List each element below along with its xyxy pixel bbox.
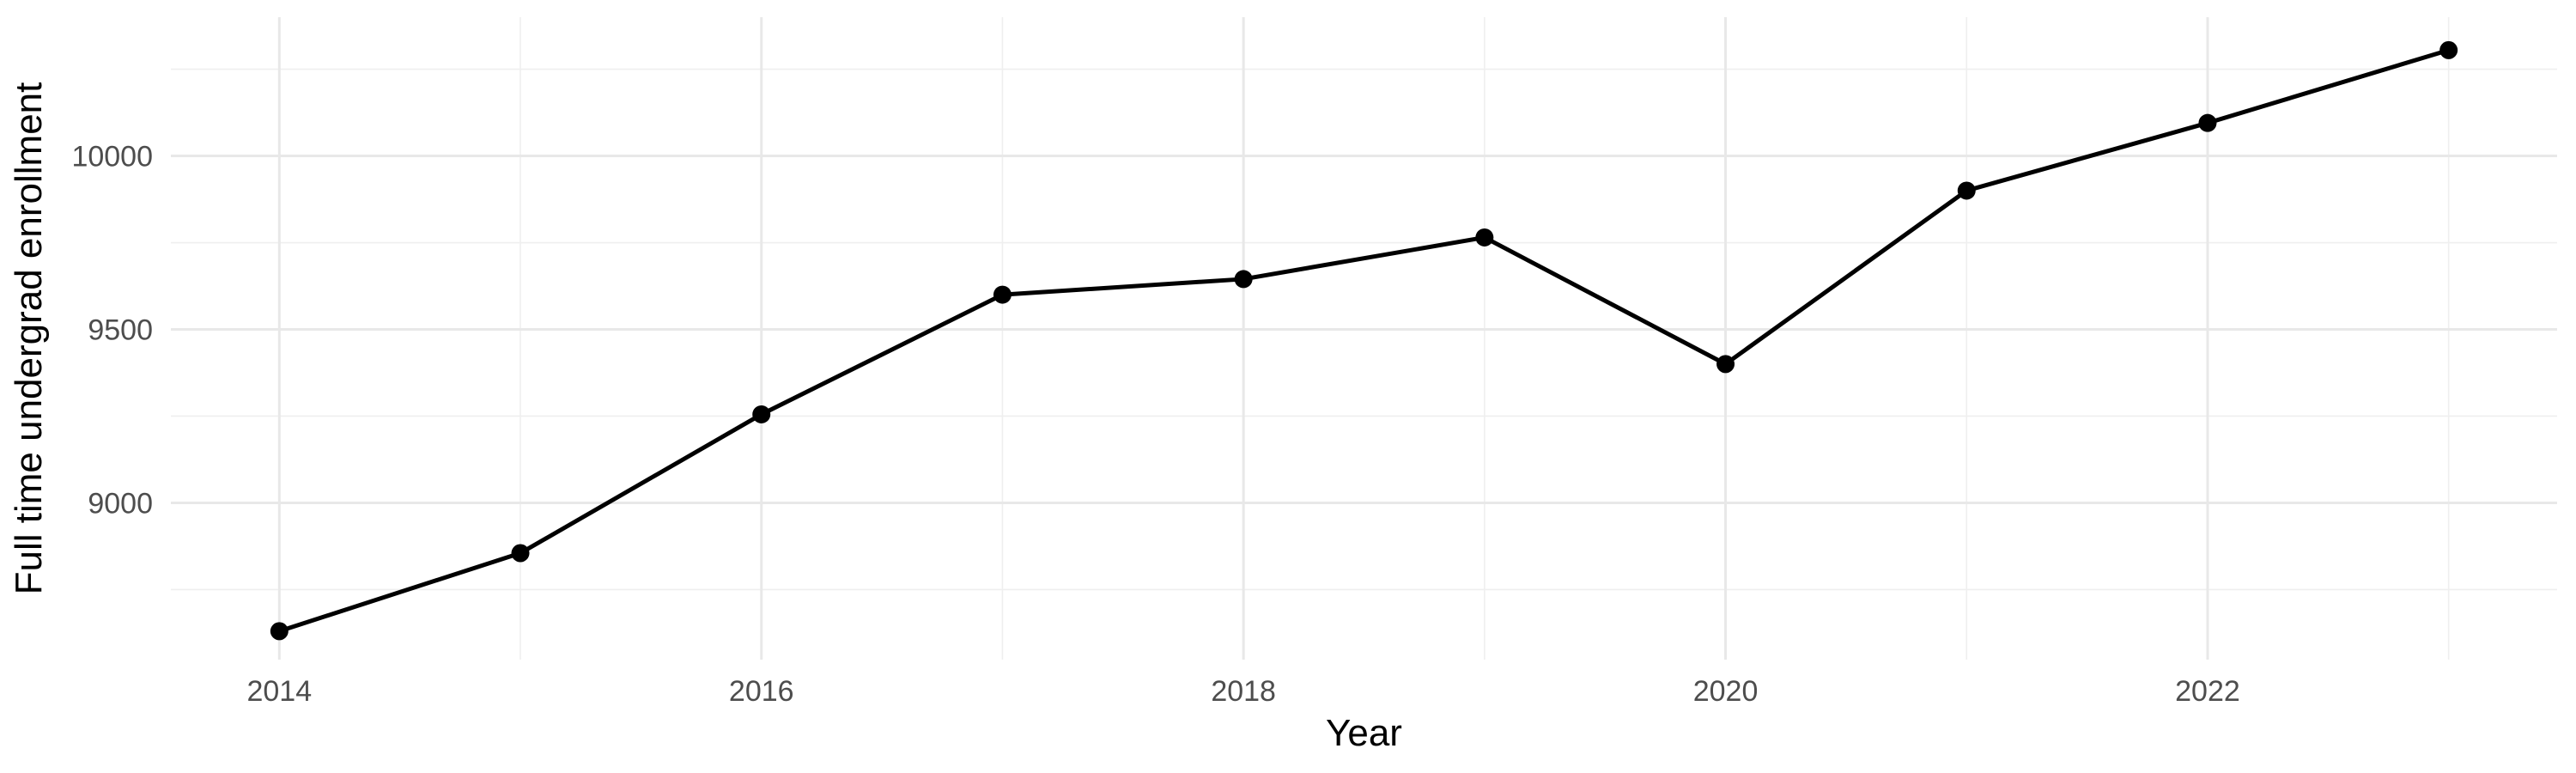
y-tick-label-9000: 9000 <box>88 487 153 520</box>
y-tick-label-10000: 10000 <box>71 141 153 173</box>
data-point-2015 <box>511 544 530 563</box>
data-point-2019 <box>1475 228 1494 247</box>
data-point-2023 <box>2439 40 2458 59</box>
x-axis-title: Year <box>1326 712 1402 754</box>
x-tick-label-2014: 2014 <box>246 675 312 708</box>
data-point-2016 <box>752 405 771 423</box>
x-tick-label-2016: 2016 <box>729 675 794 708</box>
data-point-2017 <box>993 285 1012 304</box>
x-tick-label-2022: 2022 <box>2175 675 2240 708</box>
y-tick-label-9500: 9500 <box>88 313 153 346</box>
data-point-2021 <box>1957 181 1976 200</box>
data-point-2022 <box>2198 113 2217 132</box>
data-point-2014 <box>270 622 289 641</box>
data-point-2020 <box>1716 355 1735 374</box>
y-axis-title: Full time undergrad enrollment <box>8 82 50 595</box>
series-line <box>278 47 2450 634</box>
data-point-2018 <box>1234 270 1253 289</box>
x-tick-label-2020: 2020 <box>1693 675 1759 708</box>
x-tick-label-2018: 2018 <box>1211 675 1276 708</box>
